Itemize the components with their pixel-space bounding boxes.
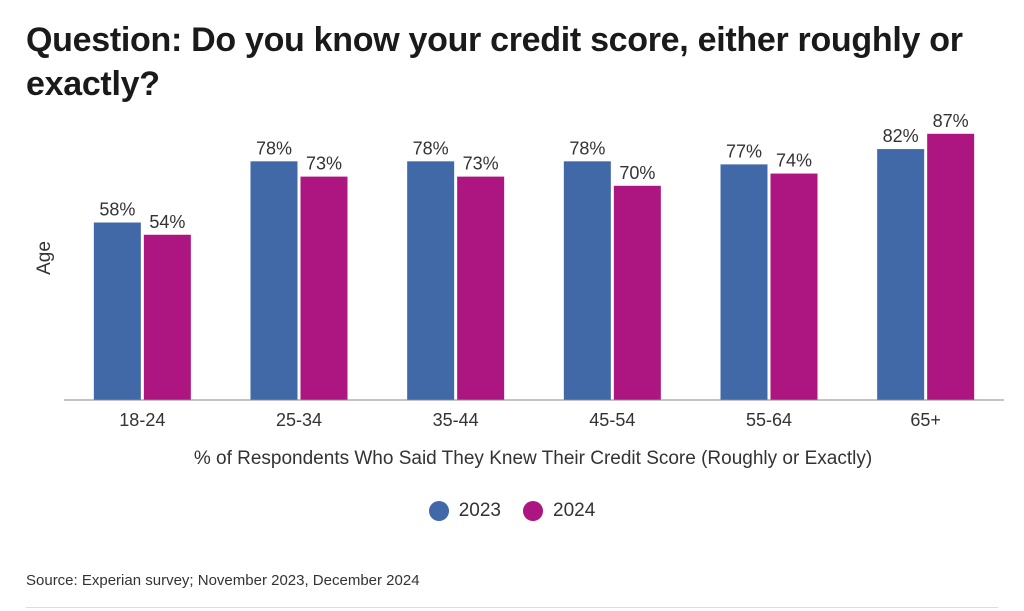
x-tick-label-18-24: 18-24 — [119, 410, 165, 430]
data-label-2023-35-44: 78% — [413, 138, 449, 158]
data-label-2024-25-34: 73% — [306, 154, 342, 174]
bar-2024-45-54 — [613, 185, 661, 400]
bar-2024-35-44 — [457, 176, 505, 400]
legend: 2023 2024 — [0, 500, 1024, 522]
bar-2023-45-54 — [563, 161, 611, 400]
data-label-2024-55-64: 74% — [776, 151, 812, 171]
legend-label-2024: 2024 — [553, 500, 596, 521]
x-tick-label-25-34: 25-34 — [276, 410, 322, 430]
source-note: Source: Experian survey; November 2023, … — [26, 572, 420, 589]
data-label-2023-55-64: 77% — [726, 141, 762, 161]
data-label-2023-25-34: 78% — [256, 138, 292, 158]
bar-2024-25-34 — [300, 176, 348, 400]
legend-swatch-2024 — [523, 501, 543, 521]
x-axis-label: % of Respondents Who Said They Knew Thei… — [194, 448, 872, 469]
x-tick-label-35-44: 35-44 — [433, 410, 479, 430]
bar-2023-25-34 — [250, 161, 298, 400]
bar-chart: 58% 54% 78% 73% 78% 73% 78% 70% 77% 74% 82% 87% 18-… — [34, 111, 1004, 469]
legend-swatch-2023 — [428, 501, 449, 521]
bar-2024-65+ — [927, 133, 975, 400]
x-tick-label-55-64: 55-64 — [746, 410, 792, 430]
data-label-2023-18-24: 58% — [99, 200, 135, 220]
bar-2023-18-24 — [93, 222, 141, 400]
x-tick-label-45-54: 45-54 — [589, 410, 635, 430]
y-axis-label: Age — [34, 241, 55, 275]
legend-label-2023: 2023 — [458, 500, 501, 521]
data-label-2024-35-44: 73% — [463, 154, 499, 174]
bar-2023-65+ — [877, 149, 925, 400]
bars-group — [93, 133, 975, 400]
data-label-2023-65+: 82% — [883, 126, 919, 146]
bar-2024-18-24 — [143, 234, 191, 400]
data-label-2023-45-54: 78% — [569, 138, 605, 158]
chart-title: Question: Do you know your credit score,… — [26, 21, 963, 103]
x-tick-labels-group: 18-24 25-34 35-44 45-54 55-64 65+ — [119, 410, 941, 430]
value-labels-group: 58% 54% 78% 73% 78% 73% 78% 70% 77% 74% 82% 87% — [99, 111, 968, 232]
data-label-2024-65+: 87% — [933, 111, 969, 131]
bar-2023-35-44 — [407, 161, 455, 400]
legend-item-2023[interactable]: 2023 — [428, 500, 501, 522]
legend-item-2024[interactable]: 2024 — [523, 500, 595, 522]
bar-2024-55-64 — [770, 173, 818, 400]
bar-2023-55-64 — [720, 164, 768, 400]
data-label-2024-45-54: 70% — [619, 163, 655, 183]
x-tick-label-65+: 65+ — [910, 410, 941, 430]
bottom-divider — [26, 607, 998, 608]
data-label-2024-18-24: 54% — [149, 212, 185, 232]
